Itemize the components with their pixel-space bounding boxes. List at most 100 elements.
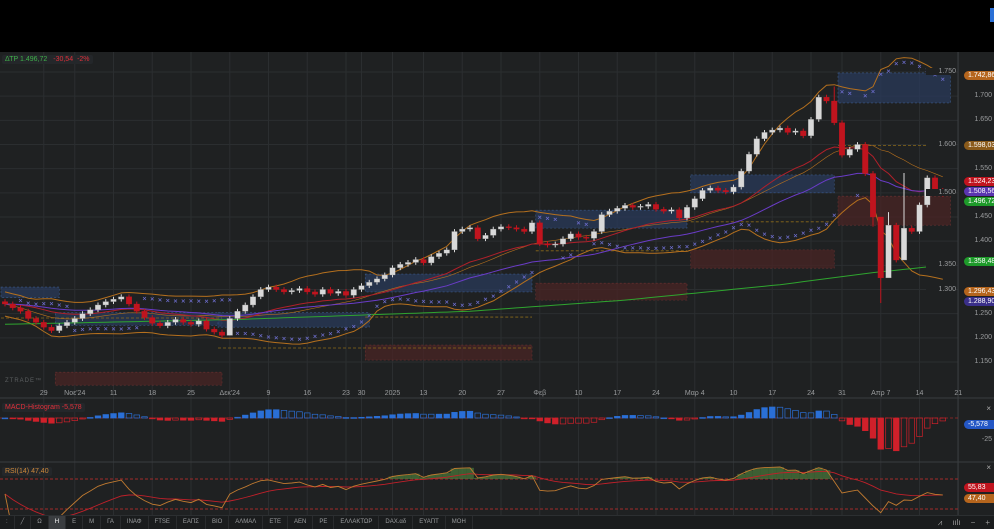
macd-histogram-bar xyxy=(196,418,202,420)
macd-histogram-bar xyxy=(816,411,822,418)
macd-histogram-bar xyxy=(924,418,930,428)
macd-histogram-bar xyxy=(552,418,558,424)
macd-histogram-bar xyxy=(893,418,899,451)
macd-legend[interactable]: MACD-Histogram -5,578 xyxy=(2,403,85,412)
toolbar-item[interactable]: Η xyxy=(49,516,66,529)
toolbar-item[interactable]: ΕΛΛΑΚΤΩΡ xyxy=(334,516,379,529)
candle-body xyxy=(847,149,853,155)
candle-body xyxy=(351,290,357,296)
toolbar-item[interactable]: ΕΤΕ xyxy=(263,516,288,529)
toolbar-item[interactable]: Ε xyxy=(66,516,83,529)
toolbar-item[interactable]: DAX.αδ xyxy=(379,516,413,529)
candle-body xyxy=(258,290,264,297)
last-price: 1.496,72 xyxy=(20,56,47,63)
macd-histogram-bar xyxy=(909,418,915,443)
sar-marker xyxy=(709,237,712,240)
toolbar-item[interactable]: ΜΟΗ xyxy=(446,516,473,529)
date-tick-label: 24 xyxy=(807,390,815,397)
toolbar-item[interactable]: ΓΑ xyxy=(101,516,121,529)
candle-body xyxy=(227,319,233,336)
minus-icon[interactable]: − xyxy=(971,516,976,529)
candle-body xyxy=(87,310,93,314)
sar-marker xyxy=(786,236,789,239)
sar-marker xyxy=(833,214,836,217)
candle-body xyxy=(878,217,884,278)
rsi-overbought-fill xyxy=(737,474,745,479)
macd-histogram-bar xyxy=(165,418,171,420)
chart-type-icon[interactable]: ⩘ xyxy=(938,516,943,529)
sar-marker xyxy=(569,253,572,256)
candle-body xyxy=(521,229,527,231)
toolbar-item[interactable]: ΑΛΜΑΛ xyxy=(229,516,263,529)
sar-marker xyxy=(430,300,433,303)
sar-marker xyxy=(895,62,898,65)
toolbar-item[interactable]: : xyxy=(0,516,15,529)
candle-body xyxy=(731,187,737,192)
sar-marker xyxy=(197,300,200,303)
toolbar-item[interactable]: Μ xyxy=(83,516,101,529)
toolbar-item[interactable]: FTSE xyxy=(149,516,177,529)
candle-body xyxy=(405,262,411,264)
macd-histogram-bar xyxy=(390,415,396,418)
candle-body xyxy=(537,223,543,244)
date-tick-label: 13 xyxy=(420,390,428,397)
candle-body xyxy=(607,211,613,214)
toolbar-item[interactable]: ΑΕΝ xyxy=(288,516,313,529)
rsi-legend[interactable]: RSI(14) 47,40 xyxy=(2,467,52,476)
macd-histogram-bar xyxy=(475,413,481,418)
candle-body xyxy=(893,225,899,260)
macd-histogram-bar xyxy=(452,412,458,418)
sar-marker xyxy=(445,300,448,303)
candle-body xyxy=(459,229,465,231)
macd-histogram-bar xyxy=(366,417,372,418)
date-tick-label: 25 xyxy=(187,390,195,397)
sar-marker xyxy=(128,327,131,330)
toolbar-item[interactable]: ΙΝΑΦ xyxy=(121,516,149,529)
sar-marker xyxy=(174,299,177,302)
macd-histogram-bar xyxy=(258,411,264,418)
date-tick-label: Δεκ'24 xyxy=(220,390,240,397)
rsi-close-icon[interactable]: × xyxy=(986,463,991,472)
sar-marker xyxy=(631,246,634,249)
macd-histogram-bar xyxy=(173,418,179,420)
macd-histogram-bar xyxy=(731,417,737,418)
candle-body xyxy=(886,225,892,278)
macd-histogram-bar xyxy=(180,418,186,420)
macd-histogram-bar xyxy=(831,414,837,418)
sar-marker xyxy=(120,328,123,331)
sar-marker xyxy=(662,247,665,250)
candle-body xyxy=(134,304,140,311)
macd-close-icon[interactable]: × xyxy=(986,404,991,413)
toolbar-item[interactable]: ╱ xyxy=(15,516,32,529)
indicators-icon[interactable]: ıılı xyxy=(952,516,960,529)
toolbar-item[interactable]: ΕΑΠΣ xyxy=(177,516,206,529)
macd-histogram-bar xyxy=(514,417,520,418)
macd-histogram-bar xyxy=(560,418,566,424)
candle-body xyxy=(80,314,86,319)
zone-demand xyxy=(838,196,951,225)
candle-body xyxy=(490,229,496,235)
macd-histogram-bar xyxy=(762,408,768,418)
candle-body xyxy=(746,154,752,171)
macd-histogram-bar xyxy=(901,418,907,447)
price-change: -30,54 xyxy=(53,56,73,63)
toolbar-item[interactable]: ΕΥΑΠΤ xyxy=(413,516,446,529)
macd-histogram-bar xyxy=(204,418,210,420)
toolbar-item[interactable]: ΒΙΟ xyxy=(206,516,229,529)
plus-icon[interactable]: + xyxy=(985,516,990,529)
date-tick-label: Μαρ 4 xyxy=(685,390,705,397)
toolbar-item[interactable]: Ω xyxy=(31,516,49,529)
macd-histogram-bar xyxy=(64,418,70,422)
candle-body xyxy=(118,297,124,299)
candle-body xyxy=(816,97,822,119)
macd-histogram-bar xyxy=(95,416,101,418)
macd-histogram-bar xyxy=(715,416,721,418)
rsi-label: RSI(14) xyxy=(5,468,29,475)
sar-marker xyxy=(97,327,100,330)
toolbar-item[interactable]: ΡΕ xyxy=(313,516,334,529)
candle-body xyxy=(397,264,403,267)
date-tick-label: Φεβ xyxy=(533,390,546,397)
rsi-overbought-fill xyxy=(815,468,823,479)
price-change-pct: -2% xyxy=(77,56,89,63)
